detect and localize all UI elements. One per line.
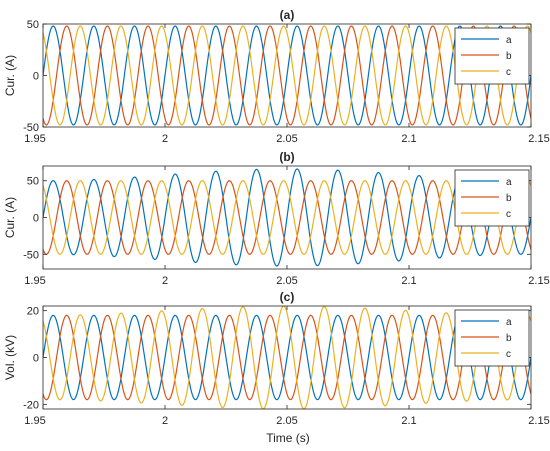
panel-3-legend-label-a: a [506,317,512,328]
panel-2-title: (b) [279,150,294,164]
panel-2-legend-label-b: b [506,193,512,204]
panel-2-y-tick-label: -50 [23,249,39,261]
panel-2-series-b-line [43,180,531,255]
panel-3-series-b-line [43,314,531,401]
panel-1-y-tick-label: -50 [23,122,39,134]
panel-2-y-tick-label: 50 [27,176,39,188]
panel-1-x-tick-label: 1.95 [24,133,45,145]
panel-1-legend-box [454,27,530,85]
panel-1-series-c-line [43,25,531,126]
panel-1-x-tick-label: 2.05 [276,133,297,145]
panel-1-x-tick-label: 2.1 [401,133,416,145]
panel-1-series-b-line [43,25,531,126]
panel-3-y-axis-label: Vol. (kV) [3,335,17,380]
panel-3-legend-label-b: b [506,333,512,344]
panel-2-legend-label-a: a [506,177,512,188]
panel-1-y-axis-label: Cur. (A) [3,55,17,96]
panel-2-legend-label-c: c [506,209,511,220]
panel-3-x-tick-label: 2.05 [276,415,297,427]
panel-2-y-axis-label: Cur. (A) [3,197,17,238]
panel-2-legend: abc [454,169,530,227]
panel-2-series-a-line [43,168,531,267]
panel-2-y-tick-label: 0 [33,213,39,225]
panel-3-series-group [43,306,531,409]
panel-1-legend: abc [454,27,530,85]
panel-2-x-tick-label: 2.15 [528,275,549,287]
panel-2-series-group [43,168,531,267]
panel-1-legend-label-a: a [506,35,512,46]
panel-2-x-tick-label: 2.05 [276,275,297,287]
panel-3-legend-box [454,309,530,367]
panel-3-x-tick-label: 1.95 [24,415,45,427]
panel-3-title: (c) [280,290,295,304]
panel-1-x-tick-label: 2.15 [528,133,549,145]
panel-1: 1.95 2 2.05 2.1 2.15 -50 0 50 Cur. (A) (a) abc [3,8,550,145]
figure-x-axis-label: Time (s) [266,431,310,445]
panel-2: 1.95 2 2.05 2.1 2.15 -50 0 50 Cur. (A) (b) abc [3,150,550,287]
panel-2-x-tick-label: 2 [162,275,168,287]
panel-3-x-tick-label: 2.15 [528,415,549,427]
panel-1-series-a-line [43,25,531,126]
panel-1-y-tick-label: 0 [33,71,39,83]
panel-3-y-tick-label: -20 [23,399,39,411]
panel-3-y-tick-label: 0 [33,353,39,365]
panel-1-y-tick-label: 50 [27,19,39,31]
panel-1-legend-label-c: c [506,67,511,78]
panel-3-x-tick-label: 2.1 [401,415,416,427]
panel-1-x-tick-label: 2 [162,133,168,145]
panel-1-legend-label-b: b [506,51,512,62]
panel-3-series-c-line [43,306,531,409]
panel-3-x-tick-label: 2 [162,415,168,427]
panel-2-x-tick-label: 1.95 [24,275,45,287]
panel-2-x-tick-label: 2.1 [401,275,416,287]
panel-3-series-a-line [43,314,531,401]
panel-2-series-c-line [43,180,531,255]
panel-3-legend-label-c: c [506,349,511,360]
panel-3: 1.95 2 2.05 2.1 2.15 -20 0 20 Vol. (kV) (c) abc [3,290,550,427]
panel-3-y-tick-label: 20 [27,306,39,318]
panel-2-legend-box [454,169,530,227]
panel-1-series-group [43,25,531,126]
panel-3-legend: abc [454,309,530,367]
panel-1-title: (a) [280,8,295,22]
